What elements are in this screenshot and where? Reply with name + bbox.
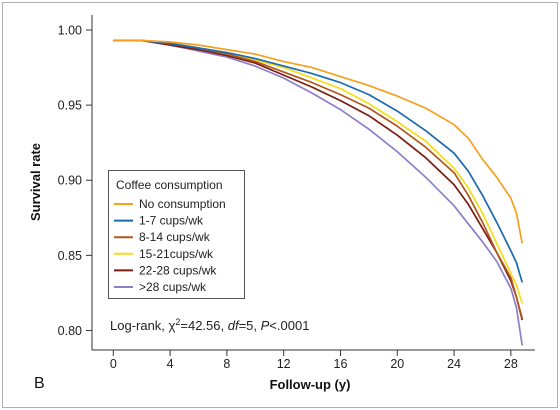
y-axis-title: Survival rate [28,143,43,221]
y-tick-label: 0.85 [58,249,82,263]
y-tick-label: 0.95 [58,99,82,113]
legend-label-15-21cups-wk: 15-21cups/wk [139,247,214,261]
chi-square-exponent: 2 [175,317,180,327]
legend-title: Coffee consumption [116,178,223,192]
x-tick-label: 28 [504,357,518,371]
curves-layer [113,39,524,346]
log-rank-annotation: Log-rank, χ2=42.56, df=5, P<.0001 [110,317,309,333]
legend-label-1-7-cups-wk: 1-7 cups/wk [139,214,204,228]
legend-label-no-consumption: No consumption [139,197,226,211]
x-tick-label: 12 [277,357,291,371]
legend-label-28-cups-wk: >28 cups/wk [139,280,207,294]
y-tick-label: 0.90 [58,174,82,188]
y-axis-ticks: 1.00 0.95 0.90 0.85 0.80 [58,24,92,338]
x-tick-label: 0 [110,357,117,371]
df-value: =5, [239,318,261,333]
x-axis-ticks: 0 4 8 12 16 20 24 28 [110,350,518,371]
x-tick-label: 8 [223,357,230,371]
x-tick-label: 16 [334,357,348,371]
x-axis-title: Follow-up (y) [270,377,351,392]
legend-label-22-28-cups-wk: 22-28 cups/wk [139,263,217,277]
x-tick-label: 24 [447,357,461,371]
p-symbol: P [261,318,270,333]
legend-entries: No consumption 1-7 cups/wk 8-14 cups/wk 15-… [114,197,226,294]
x-tick-label: 20 [390,357,404,371]
legend-box [108,170,245,299]
p-value: <.0001 [269,318,309,333]
series-line-no-consumption [113,39,524,244]
df-symbol: df [228,318,240,333]
series-line-28-cups-wk [113,39,524,346]
annotation-statistic: =42.56, [180,318,227,333]
y-tick-label: 1.00 [58,24,82,38]
x-tick-label: 4 [167,357,174,371]
panel-label: B [34,375,45,392]
legend-label-8-14-cups-wk: 8-14 cups/wk [139,230,211,244]
y-tick-label: 0.80 [58,324,82,338]
series-line-1-7-cups-wk [113,39,524,283]
legend: Coffee consumption No consumption 1-7 cup… [108,170,245,299]
annotation-prefix: Log-rank, χ [110,318,176,333]
